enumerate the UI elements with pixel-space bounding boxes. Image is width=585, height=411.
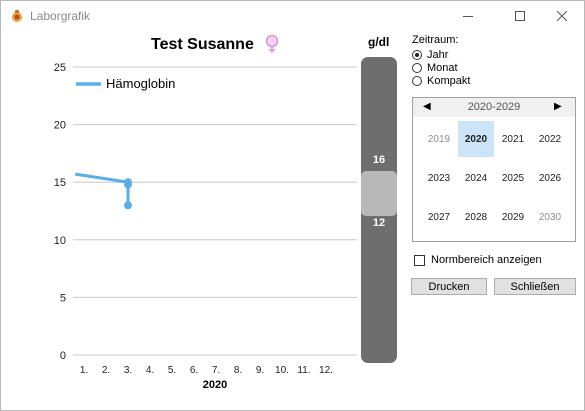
normbereich-checkbox-row[interactable]: Normbereich anzeigen xyxy=(414,254,542,266)
calendar-year-2028[interactable]: 2028 xyxy=(464,211,488,223)
x-tick-label: 5. xyxy=(168,365,176,376)
calendar-year-2023[interactable]: 2023 xyxy=(427,172,451,184)
app-icon xyxy=(12,10,22,22)
radio-monat-label: Monat xyxy=(427,62,458,74)
calendar-year-2027[interactable]: 2027 xyxy=(427,211,451,223)
close-icon xyxy=(556,10,567,21)
y-tick-label: 10 xyxy=(54,235,66,247)
radio-jahr-label: Jahr xyxy=(427,49,449,61)
maximize-icon xyxy=(514,10,525,21)
y-tick-label: 0 xyxy=(60,350,66,362)
calendar-year-2029[interactable]: 2029 xyxy=(501,211,525,223)
calendar-prev-icon[interactable]: ◀ xyxy=(423,101,431,112)
x-tick-label: 4. xyxy=(146,365,154,376)
title-bar: Laborgrafik xyxy=(1,1,584,31)
calendar-next-icon[interactable]: ▶ xyxy=(554,101,562,112)
chart-title: Test Susanne xyxy=(151,36,254,53)
x-tick-label: 6. xyxy=(190,365,198,376)
hemoglobin-chart: 0 5 10 15 20 25 1. 2. 3. 4. 5. 6. 7. 8. 9. 10. 11. 12. 202… xyxy=(54,62,357,391)
print-button[interactable]: Drucken xyxy=(411,278,487,295)
series-line-hamoglobin xyxy=(74,172,130,206)
x-tick-label: 11. xyxy=(297,365,310,376)
x-tick-label: 12. xyxy=(319,365,333,376)
zeitraum-label: Zeitraum: xyxy=(412,34,459,46)
calendar-year-2019[interactable]: 2019 xyxy=(427,133,451,145)
radio-jahr[interactable]: Jahr xyxy=(412,49,448,61)
radio-jahr-indicator[interactable] xyxy=(412,50,422,60)
x-tick-label: 1. xyxy=(80,365,88,376)
minimize-button[interactable] xyxy=(445,1,490,30)
radio-monat-indicator[interactable] xyxy=(412,63,422,73)
unit-label: g/dl xyxy=(368,35,390,49)
x-tick-label: 7. xyxy=(212,365,220,376)
calendar-title[interactable]: 2020-2029 xyxy=(467,101,521,113)
calendar-year-2026[interactable]: 2026 xyxy=(538,172,562,184)
range-bar: 16 12 xyxy=(361,57,397,363)
window-title: Laborgrafik xyxy=(30,9,91,23)
calendar-year-2030[interactable]: 2030 xyxy=(538,211,562,223)
x-axis-label: 2020 xyxy=(203,379,227,391)
close-window-button[interactable] xyxy=(539,1,584,30)
calendar-header: 2020-2029 ◀ ▶ xyxy=(413,98,575,117)
calendar-year-2020[interactable]: 2020 xyxy=(458,121,494,157)
normbereich-checkbox[interactable] xyxy=(414,254,425,266)
normbereich-label: Normbereich anzeigen xyxy=(431,254,542,266)
calendar-year-2025[interactable]: 2025 xyxy=(501,172,525,184)
data-point-3 xyxy=(124,201,132,210)
radio-monat[interactable]: Monat xyxy=(412,62,458,74)
x-tick-label: 10. xyxy=(275,365,289,376)
range-upper-value: 16 xyxy=(372,154,386,166)
calendar-year-2021[interactable]: 2021 xyxy=(501,133,525,145)
legend-label: Hämoglobin xyxy=(106,76,175,91)
norm-range-box xyxy=(361,171,397,216)
radio-kompakt-label: Kompakt xyxy=(427,75,471,87)
close-button[interactable]: Schließen xyxy=(494,278,576,295)
y-tick-label: 15 xyxy=(54,177,66,189)
minimize-icon xyxy=(462,15,473,17)
calendar-year-2024[interactable]: 2024 xyxy=(464,172,488,184)
y-tick-label: 25 xyxy=(54,62,66,74)
x-tick-label: 2. xyxy=(102,365,110,376)
calendar-year-2022[interactable]: 2022 xyxy=(538,133,562,145)
y-tick-label: 20 xyxy=(54,120,66,132)
maximize-button[interactable] xyxy=(497,1,542,30)
y-tick-label: 5 xyxy=(60,292,66,304)
radio-kompakt[interactable]: Kompakt xyxy=(412,75,470,87)
x-tick-label: 9. xyxy=(256,365,264,376)
female-icon xyxy=(265,34,279,53)
x-tick-label: 3. xyxy=(124,365,132,376)
year-calendar: 2020-2029 ◀ ▶ 2019 2020 2021 2022 2023 2024 20… xyxy=(412,97,576,242)
data-point-2 xyxy=(124,180,132,189)
radio-kompakt-indicator[interactable] xyxy=(412,76,422,86)
range-lower-value: 12 xyxy=(372,217,386,229)
x-tick-label: 8. xyxy=(234,365,242,376)
